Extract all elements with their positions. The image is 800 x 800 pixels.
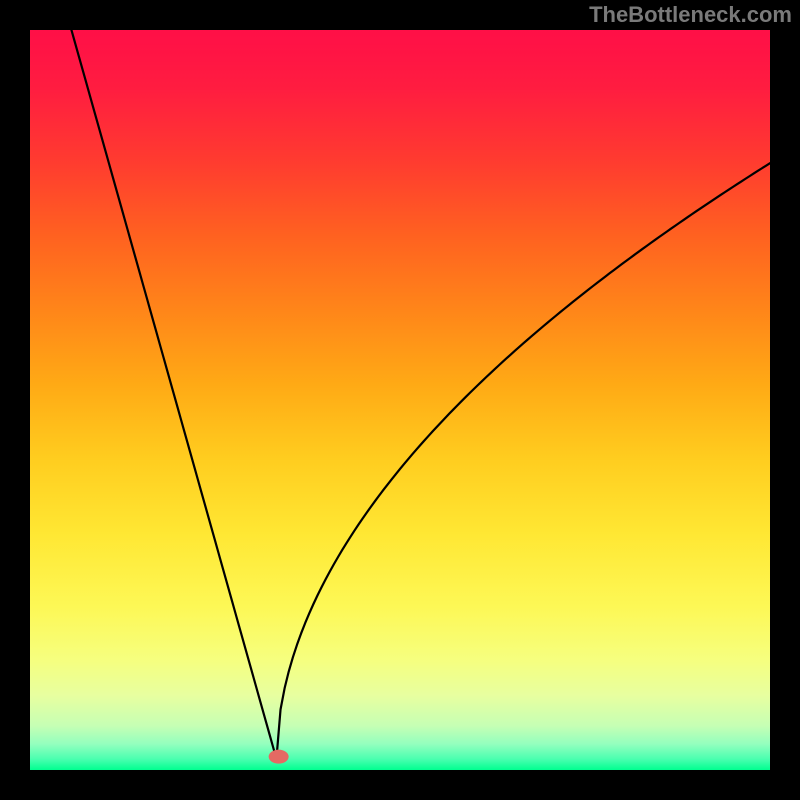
chart-container: TheBottleneck.com	[0, 0, 800, 800]
curve-layer	[30, 30, 770, 770]
plot-area	[30, 30, 770, 770]
minimum-marker	[269, 750, 289, 764]
gradient-background	[30, 30, 770, 770]
watermark-text: TheBottleneck.com	[589, 2, 792, 28]
